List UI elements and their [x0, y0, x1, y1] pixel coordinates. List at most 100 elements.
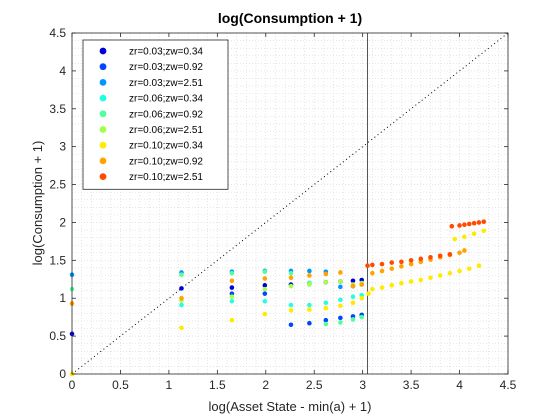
- x-tick-label: 1: [166, 378, 173, 392]
- y-tick-label: 3: [59, 140, 66, 154]
- data-point: [408, 261, 414, 267]
- data-point: [323, 300, 329, 306]
- data-point: [476, 220, 482, 225]
- data-point: [307, 302, 312, 308]
- data-point: [462, 248, 467, 253]
- data-point: [323, 271, 329, 277]
- data-point: [350, 317, 356, 322]
- x-axis-ticks: 0 0.5 1 1.5 2 2.5 3 3.5 4 4.5: [69, 33, 517, 392]
- data-point: [323, 317, 329, 323]
- data-point: [338, 315, 343, 321]
- y-tick-label: 1: [59, 291, 66, 305]
- data-point: [428, 275, 433, 281]
- data-point: [418, 277, 424, 283]
- y-axis-ticks: 0 0.5 1 1.5 2 2.5 3 3.5 4 4.5: [49, 26, 508, 381]
- x-tick-label: 3.5: [403, 378, 420, 392]
- x-tick-label: 2: [262, 378, 269, 392]
- data-point: [338, 279, 343, 284]
- data-point: [359, 282, 365, 287]
- data-point: [428, 254, 433, 260]
- data-point: [307, 268, 312, 274]
- data-point: [437, 253, 443, 259]
- data-point: [359, 295, 365, 301]
- plot-frame: [71, 32, 509, 375]
- y-tick-label: 4.5: [49, 26, 66, 40]
- data-point: [466, 221, 472, 227]
- data-point: [262, 283, 268, 288]
- data-point: [229, 285, 235, 290]
- data-point: [370, 286, 375, 292]
- legend-marker: [99, 63, 107, 71]
- data-point: [262, 276, 268, 281]
- data-point: [229, 270, 235, 276]
- y-tick-label: 0: [59, 367, 66, 381]
- data-point: [370, 270, 375, 276]
- legend-label: zr=0.06;zw=2.51: [129, 125, 203, 136]
- x-tick-label: 0: [69, 378, 76, 392]
- data-point: [466, 266, 472, 271]
- data-point: [457, 268, 462, 274]
- data-point: [307, 320, 312, 326]
- data-points: [69, 219, 487, 377]
- data-point: [365, 263, 370, 268]
- data-point: [323, 305, 329, 311]
- data-point: [418, 256, 424, 262]
- legend-label: zr=0.10;zw=0.92: [129, 156, 203, 167]
- data-point: [262, 269, 268, 275]
- y-tick-label: 1.5: [49, 253, 66, 267]
- data-point: [229, 294, 235, 300]
- data-point: [229, 298, 235, 304]
- data-point: [457, 223, 462, 228]
- data-point: [389, 260, 395, 265]
- data-point: [179, 325, 184, 331]
- data-point: [338, 284, 343, 290]
- data-point: [452, 236, 458, 242]
- data-point: [462, 234, 467, 240]
- legend-label: zr=0.10;zw=0.34: [129, 141, 203, 152]
- legend-marker: [99, 126, 107, 133]
- data-point: [481, 219, 487, 224]
- legend-marker: [99, 94, 107, 102]
- legend-label: zr=0.03;zw=0.92: [129, 62, 203, 73]
- data-point: [447, 251, 453, 257]
- data-point: [399, 259, 404, 265]
- data-point: [307, 282, 312, 287]
- data-point: [288, 308, 294, 313]
- data-point: [350, 294, 356, 300]
- legend: zr=0.03;zw=0.34 zr=0.03;zw=0.92 zr=0.03;zw…: [82, 39, 229, 190]
- data-point: [262, 291, 268, 296]
- data-point: [359, 314, 365, 320]
- data-point: [307, 307, 312, 312]
- y-tick-label: 4: [59, 64, 66, 78]
- data-point: [288, 275, 294, 281]
- legend-label: zr=0.06;zw=0.92: [129, 109, 203, 120]
- data-point: [288, 283, 294, 289]
- data-point: [288, 270, 294, 276]
- data-point: [457, 250, 462, 256]
- x-tick-label: 0.5: [112, 378, 129, 392]
- y-tick-label: 2: [59, 215, 66, 229]
- data-point: [338, 303, 343, 309]
- y-tick-label: 0.5: [49, 329, 66, 343]
- data-point: [370, 262, 375, 268]
- data-point: [476, 263, 482, 268]
- data-point: [350, 278, 356, 284]
- data-point: [379, 285, 385, 290]
- data-point: [408, 258, 414, 263]
- data-point: [408, 279, 414, 284]
- x-tick-label: 1.5: [209, 378, 226, 392]
- data-point: [350, 283, 356, 289]
- legend-marker: [99, 157, 107, 165]
- data-point: [449, 223, 455, 229]
- data-point: [179, 286, 184, 291]
- data-point: [379, 261, 385, 267]
- data-point: [437, 273, 443, 278]
- data-point: [229, 317, 235, 323]
- data-point: [389, 266, 395, 271]
- data-point: [179, 302, 184, 308]
- data-point: [338, 320, 343, 325]
- legend-marker: [99, 47, 107, 55]
- data-point: [179, 295, 184, 301]
- data-point: [229, 278, 235, 284]
- data-point: [307, 273, 312, 278]
